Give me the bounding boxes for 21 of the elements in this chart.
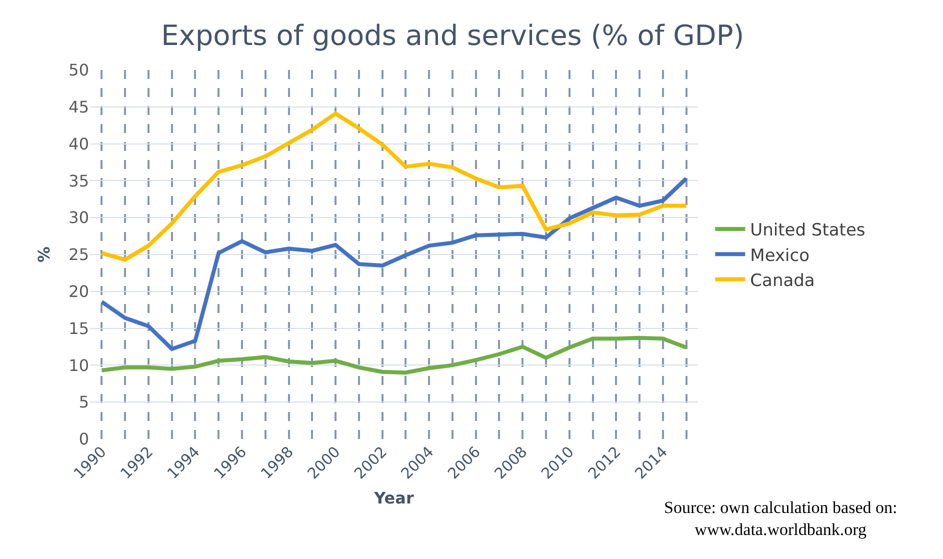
line-series xyxy=(100,336,688,375)
y-tick-label: 20 xyxy=(68,282,89,301)
y-tick-label: 10 xyxy=(68,356,89,375)
legend-label: Canada xyxy=(750,270,815,291)
legend-label: United States xyxy=(750,220,866,241)
legend-label: Mexico xyxy=(750,246,810,266)
source-note: Source: own calculation based on: www.data.worldbank.org xyxy=(664,498,898,540)
y-tick-label: 15 xyxy=(68,318,89,338)
line-series xyxy=(100,176,688,351)
y-tick-label: 0 xyxy=(78,430,89,449)
line-series xyxy=(100,112,688,262)
chart-title: Exports of goods and services (% of GDP) xyxy=(161,18,744,52)
y-tick-label: 35 xyxy=(68,171,89,190)
y-tick-label: 25 xyxy=(68,245,89,264)
y-tick-label: 5 xyxy=(78,392,89,412)
y-tick-label: 50 xyxy=(68,60,89,80)
x-axis-title: Year xyxy=(373,488,414,508)
y-tick-label: 30 xyxy=(68,208,89,228)
y-tick-label: 40 xyxy=(68,134,89,154)
y-axis-title: % xyxy=(34,246,54,263)
y-tick-label: 45 xyxy=(68,98,89,116)
